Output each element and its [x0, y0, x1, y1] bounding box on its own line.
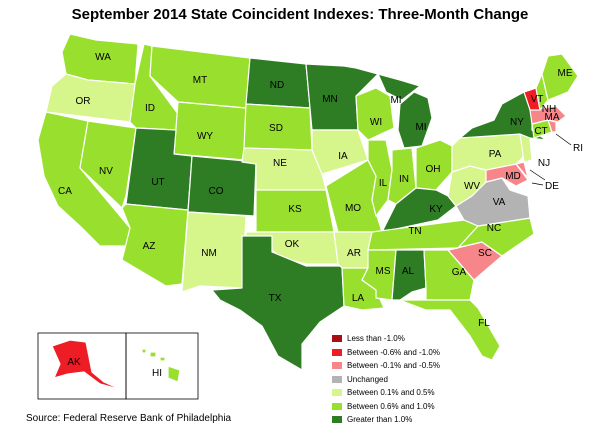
hawaii-inset-frame	[125, 332, 199, 400]
state-label-mi: MI	[390, 95, 401, 106]
state-label-nd: ND	[270, 80, 284, 91]
state-miu	[377, 73, 421, 101]
state-label-wy: WY	[197, 131, 213, 142]
state-label-me: ME	[558, 68, 573, 79]
state-label-ct: CT	[534, 126, 547, 137]
legend-label: Less than -1.0%	[347, 334, 405, 344]
state-label-ma: MA	[545, 112, 560, 123]
state-ia	[311, 129, 369, 175]
state-label-id: ID	[145, 103, 155, 114]
md-leader-line	[529, 169, 546, 181]
state-label-mi: MI	[415, 122, 426, 133]
state-hi	[141, 348, 181, 383]
state-label-sc: SC	[478, 248, 492, 259]
legend-item: Between -0.1% and -0.5%	[332, 359, 532, 373]
legend-item: Between 0.6% and 1.0%	[332, 400, 532, 414]
state-label-wv: WV	[464, 181, 480, 192]
state-labels-layer: WA OR CA NV ID MT WY UT AZ CO NM ND SD NE KS OK TX MN IA MO…	[58, 52, 583, 379]
legend-swatch	[332, 375, 342, 383]
source-note: Source: Federal Reserve Bank of Philadel…	[26, 413, 232, 424]
state-label-ri: RI	[573, 143, 583, 154]
state-label-ny: NY	[510, 117, 524, 128]
state-label-hi: HI	[152, 368, 162, 379]
state-label-mo: MO	[345, 203, 361, 214]
state-label-mn: MN	[322, 94, 338, 105]
legend-label: Between -0.6% and -1.0%	[347, 347, 440, 357]
state-label-ky: KY	[429, 204, 443, 215]
state-label-il: IL	[379, 178, 388, 189]
state-label-nc: NC	[487, 223, 501, 234]
legend-swatch	[332, 416, 342, 424]
state-label-or: OR	[76, 96, 91, 107]
legend-label: Between 0.6% and 1.0%	[347, 401, 435, 411]
state-label-ms: MS	[376, 266, 391, 277]
inset-boxes	[37, 332, 199, 400]
legend-swatch	[332, 389, 342, 397]
legend-swatch	[332, 335, 342, 343]
legend-item: Greater than 1.0%	[332, 413, 532, 427]
state-label-va: VA	[493, 197, 506, 208]
legend-item: Unchanged	[332, 373, 532, 387]
state-tx	[211, 235, 345, 371]
legend-label: Greater than 1.0%	[347, 415, 413, 425]
state-label-ga: GA	[452, 267, 467, 278]
state-label-ne: NE	[273, 158, 287, 169]
legend-item: Between 0.1% and 0.5%	[332, 386, 532, 400]
state-label-pa: PA	[489, 149, 502, 160]
state-label-oh: OH	[426, 164, 441, 175]
state-label-in: IN	[399, 174, 409, 185]
ri-leader-line	[555, 133, 572, 146]
state-label-az: AZ	[143, 241, 156, 252]
state-label-ks: KS	[288, 204, 302, 215]
state-label-nj: NJ	[538, 158, 550, 169]
state-label-ok: OK	[285, 239, 300, 250]
state-nv	[79, 120, 137, 209]
state-label-fl: FL	[478, 318, 490, 329]
state-nm	[181, 211, 247, 293]
legend-label: Unchanged	[347, 374, 388, 384]
state-label-ak: AK	[67, 357, 81, 368]
legend-swatch	[332, 348, 342, 356]
state-label-ar: AR	[347, 248, 361, 259]
state-il	[367, 139, 393, 217]
de-leader-line	[531, 182, 544, 186]
state-label-wi: WI	[370, 117, 382, 128]
states-layer	[37, 33, 579, 391]
state-label-ut: UT	[151, 177, 164, 188]
state-wi	[355, 87, 395, 141]
state-label-ca: CA	[58, 186, 72, 197]
legend-swatch	[332, 362, 342, 370]
state-label-al: AL	[402, 266, 415, 277]
leader-lines	[529, 133, 572, 186]
legend-item: Between -0.6% and -1.0%	[332, 346, 532, 360]
state-label-sd: SD	[269, 123, 283, 134]
state-ky	[381, 187, 457, 233]
legend: Less than -1.0% Between -0.6% and -1.0% Be…	[332, 332, 532, 427]
state-label-wa: WA	[95, 52, 111, 63]
state-label-vt: VT	[531, 94, 544, 105]
legend-label: Between -0.1% and -0.5%	[347, 361, 440, 371]
state-ak	[51, 339, 123, 391]
state-label-la: LA	[352, 293, 365, 304]
state-fl	[399, 299, 501, 361]
state-de	[515, 161, 529, 179]
state-label-nm: NM	[201, 248, 217, 259]
legend-item: Less than -1.0%	[332, 332, 532, 346]
state-label-tx: TX	[269, 293, 282, 304]
legend-label: Between 0.1% and 0.5%	[347, 388, 435, 398]
state-label-de: DE	[545, 181, 559, 192]
state-mi	[397, 91, 433, 149]
legend-swatch	[332, 402, 342, 410]
map-title: September 2014 State Coincident Indexes:…	[71, 6, 529, 23]
state-label-nh: NH	[542, 104, 556, 115]
state-label-mt: MT	[193, 75, 207, 86]
state-me	[541, 53, 579, 101]
state-label-md: MD	[505, 171, 521, 182]
state-label-co: CO	[209, 186, 224, 197]
state-co	[187, 155, 257, 217]
state-label-tn: TN	[408, 226, 421, 237]
state-label-nv: NV	[99, 166, 113, 177]
state-label-ia: IA	[338, 151, 348, 162]
